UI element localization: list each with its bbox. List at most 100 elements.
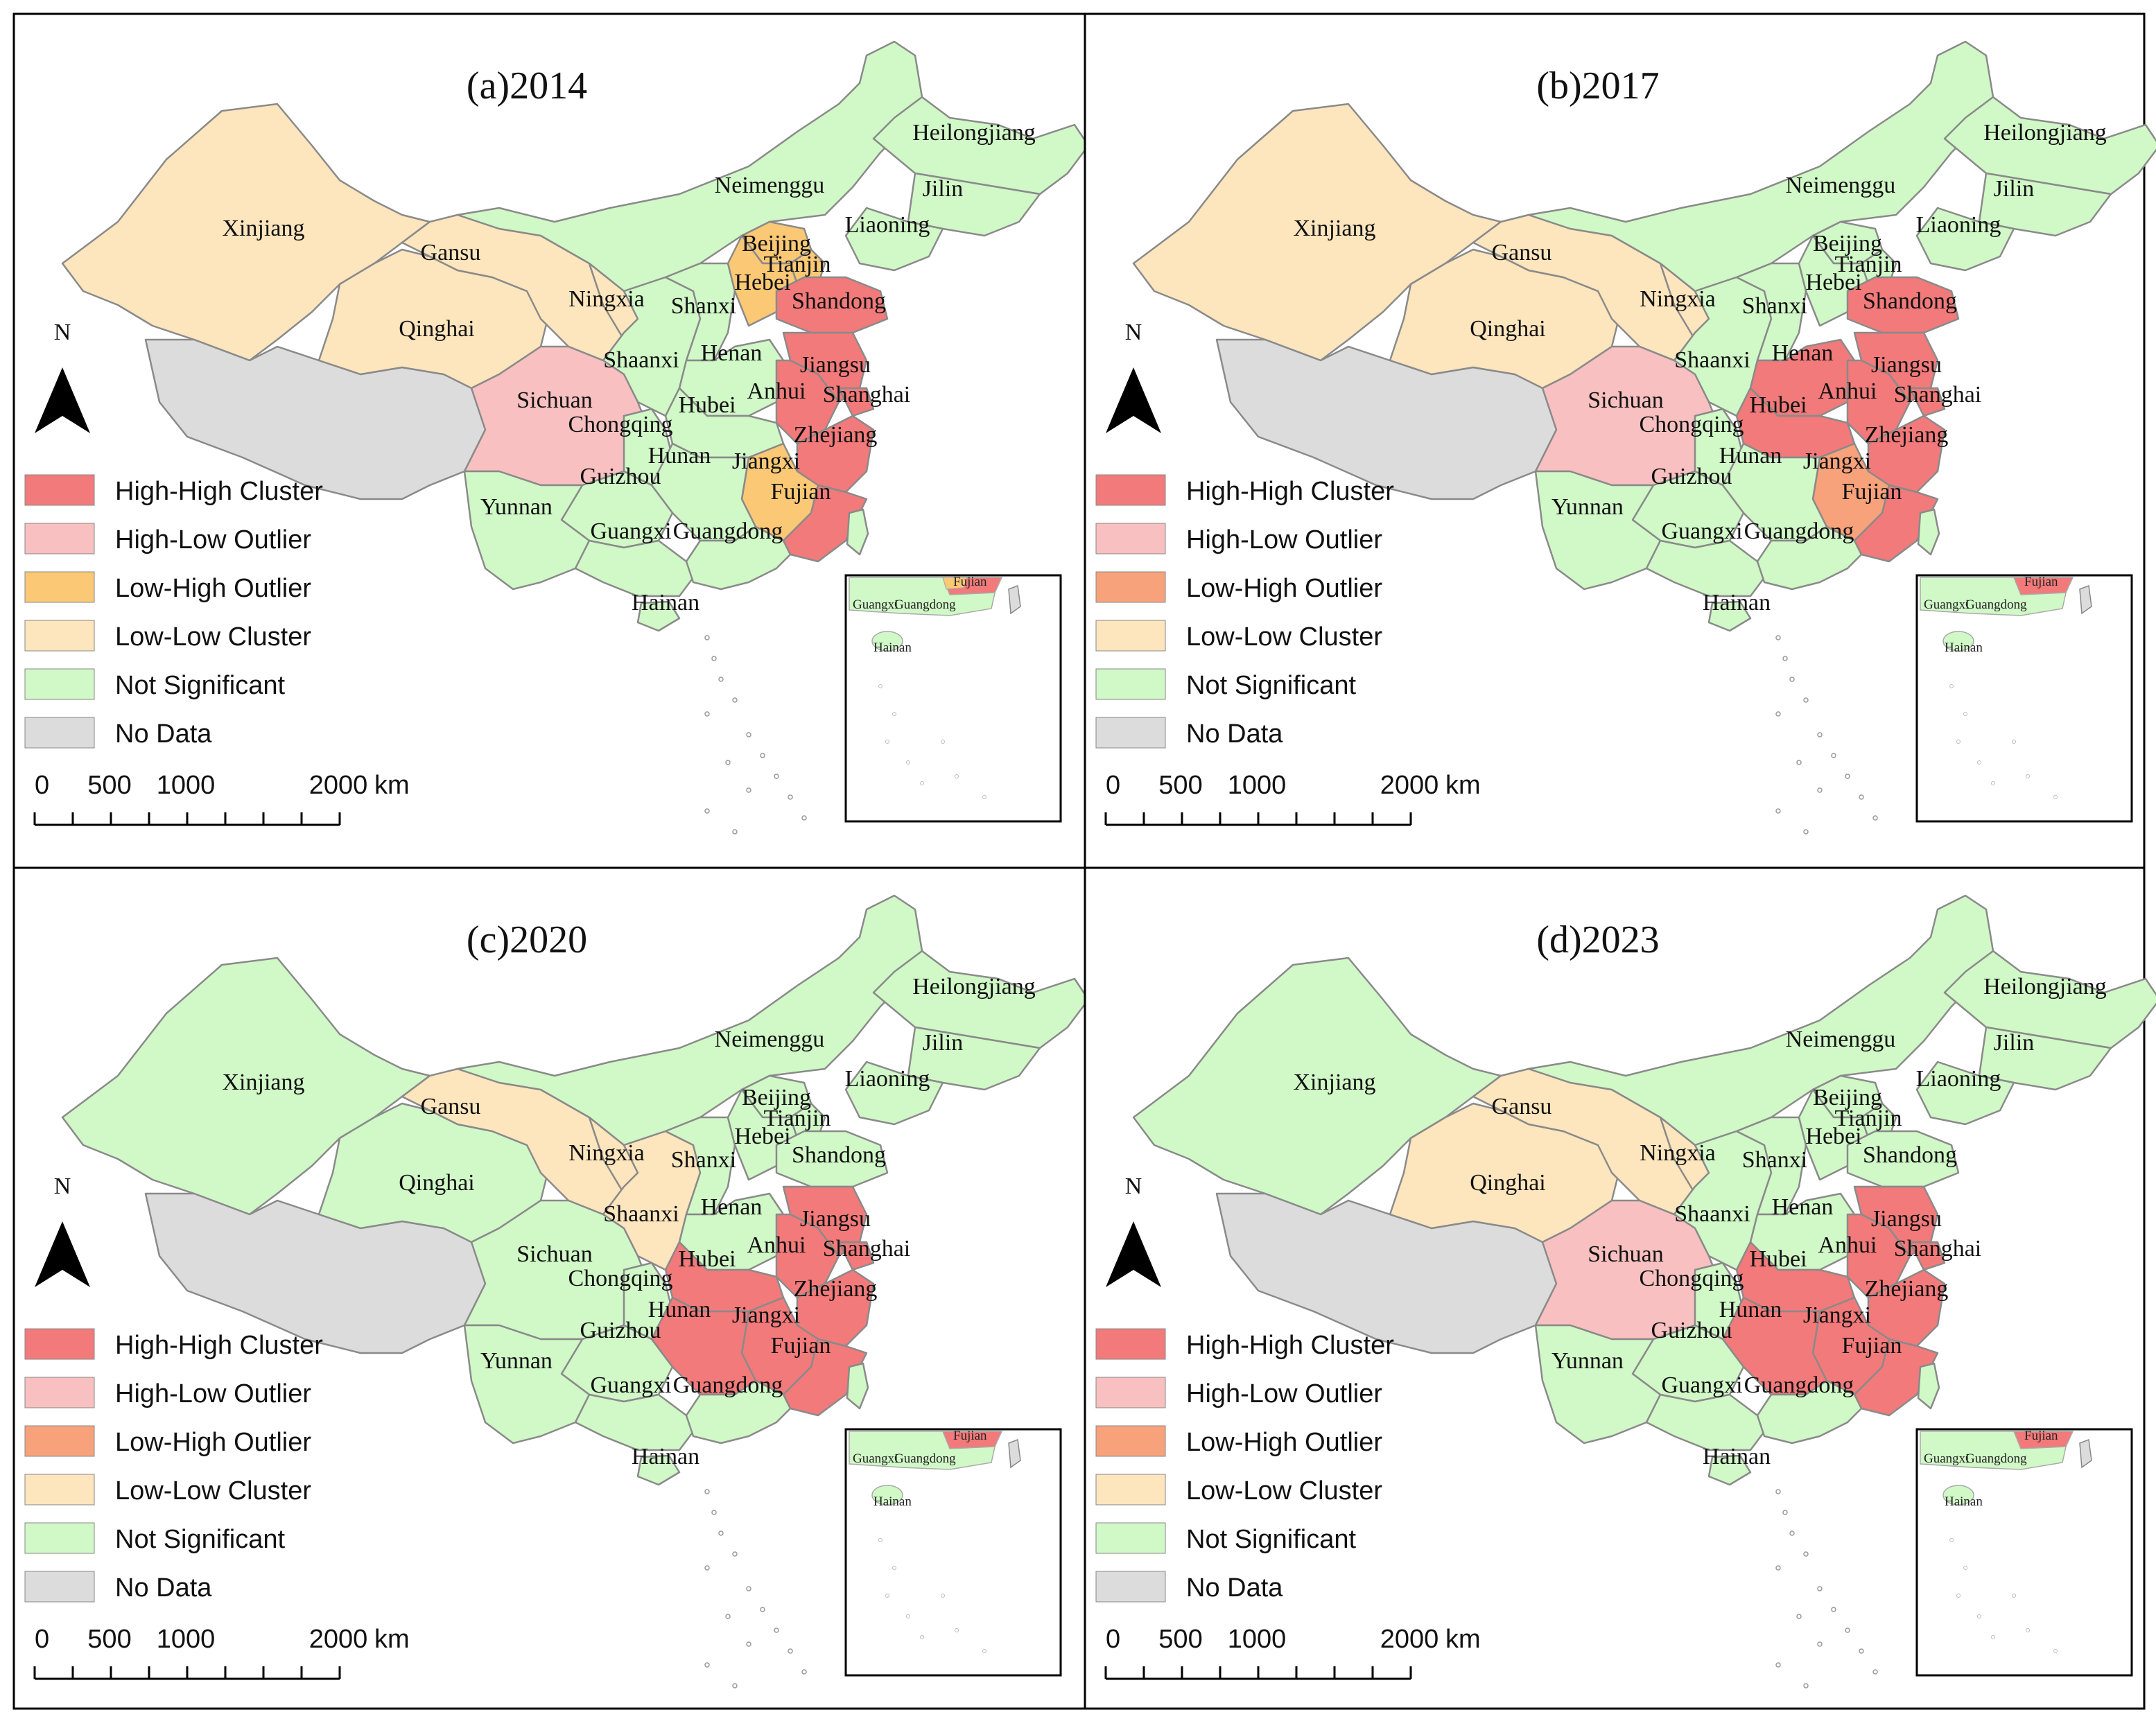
label-zhejiang: Zhejiang bbox=[794, 1276, 878, 1302]
label-zhejiang: Zhejiang bbox=[1865, 422, 1949, 448]
legend-swatch-low-low-cluster bbox=[24, 620, 95, 652]
label-henan: Henan bbox=[701, 340, 763, 366]
north-arrow-icon bbox=[35, 367, 90, 433]
inset-island-dot bbox=[2012, 740, 2016, 744]
label-fujian: Fujian bbox=[1842, 479, 1902, 505]
province-guangdong bbox=[1756, 1379, 1863, 1445]
label-guangdong: Guangdong bbox=[673, 1372, 783, 1398]
province-shandong bbox=[1846, 276, 1960, 334]
inset-island-dot bbox=[920, 1635, 924, 1639]
label-shanghai: Shanghai bbox=[823, 382, 911, 408]
legend-label-no-data: No Data bbox=[1186, 1573, 1283, 1603]
island-dot bbox=[1817, 732, 1823, 738]
island-dot bbox=[1831, 1607, 1836, 1612]
north-arrow-icon bbox=[35, 1221, 90, 1287]
inset-taiwan bbox=[2079, 584, 2092, 615]
province-taiwan bbox=[846, 1362, 869, 1410]
island-dot bbox=[1859, 794, 1864, 800]
scale-bar-label: 0 bbox=[35, 771, 49, 800]
north-label: N bbox=[1125, 1173, 1142, 1199]
province-taiwan bbox=[1917, 1362, 1940, 1410]
province-shandong bbox=[775, 276, 889, 334]
label-sichuan: Sichuan bbox=[1588, 1241, 1664, 1267]
label-tianjin: Tianjin bbox=[1834, 252, 1902, 277]
legend-swatch-high-low-outlier bbox=[1095, 523, 1166, 555]
province-liaoning bbox=[844, 207, 944, 272]
island-dot bbox=[788, 794, 793, 800]
label-heilongjiang: Heilongjiang bbox=[912, 974, 1036, 1000]
scale-bar-label: 500 bbox=[87, 1625, 131, 1654]
inset-island-dot bbox=[2026, 1628, 2030, 1632]
label-jiangxi: Jiangxi bbox=[732, 1302, 800, 1328]
province-liaoning bbox=[1915, 207, 2015, 272]
island-dot bbox=[760, 753, 765, 758]
legend-swatch-not-significant bbox=[24, 668, 95, 700]
island-dot bbox=[704, 635, 710, 640]
inset-hainan bbox=[871, 1485, 903, 1506]
scale-bar-label: 1000 bbox=[157, 1625, 216, 1654]
island-dot bbox=[725, 760, 731, 765]
scale-bar-label: 2000 bbox=[1380, 1625, 1439, 1654]
island-dot bbox=[711, 1510, 717, 1515]
panel-title: (b)2017 bbox=[1536, 64, 1659, 107]
scale-bar-label: 500 bbox=[87, 771, 131, 800]
inset-fujian bbox=[2012, 577, 2074, 595]
label-jiangsu: Jiangsu bbox=[800, 352, 871, 378]
label-hainan: Hainan bbox=[1703, 590, 1771, 616]
label-tianjin: Tianjin bbox=[1834, 1106, 1902, 1131]
label-henan: Henan bbox=[701, 1194, 763, 1220]
province-guangxi bbox=[1645, 539, 1773, 597]
legend-label-low-high-outlier: Low-High Outlier bbox=[115, 1428, 311, 1457]
label-yunnan: Yunnan bbox=[480, 494, 553, 520]
label-hebei: Hebei bbox=[1805, 270, 1861, 295]
legend-label-not-significant: Not Significant bbox=[1186, 671, 1356, 700]
inset-label-guangxi: Guangxi bbox=[1924, 597, 1969, 612]
inset-island-dot bbox=[1949, 1538, 1954, 1542]
legend-label-high-low-outlier: High-Low Outlier bbox=[1186, 1379, 1382, 1408]
inset-taiwan bbox=[1008, 584, 1021, 615]
province-hainan bbox=[1707, 1454, 1752, 1486]
label-shanxi: Shanxi bbox=[671, 293, 736, 319]
panel-d-2023: Xinjiang Gansu Qinghai Ningxia Neimenggu Heil… bbox=[1084, 866, 2156, 1710]
island-dot bbox=[1803, 829, 1809, 835]
label-chongqing: Chongqing bbox=[568, 412, 672, 437]
legend-swatch-low-low-cluster bbox=[24, 1474, 95, 1506]
label-fujian: Fujian bbox=[1842, 1333, 1902, 1359]
label-jiangxi: Jiangxi bbox=[1803, 1302, 1871, 1328]
scale-bar-label: 500 bbox=[1158, 771, 1202, 800]
island-dot bbox=[718, 1530, 724, 1536]
legend-label-high-high-cluster: High-High Cluster bbox=[1186, 477, 1394, 506]
legend-label-high-high-cluster: High-High Cluster bbox=[1186, 1331, 1394, 1360]
inset-taiwan bbox=[2079, 1438, 2092, 1469]
island-dot bbox=[1796, 760, 1802, 765]
island-dot bbox=[1803, 697, 1809, 703]
scale-bar-unit: km bbox=[374, 771, 410, 800]
province-shanghai bbox=[1909, 387, 1946, 417]
inset-island-dot bbox=[1963, 712, 1967, 716]
island-dot bbox=[1859, 1648, 1864, 1654]
label-chongqing: Chongqing bbox=[1639, 1266, 1744, 1291]
island-dot bbox=[711, 656, 717, 661]
label-hunan: Hunan bbox=[648, 443, 711, 469]
island-dot bbox=[760, 1607, 765, 1612]
label-sichuan: Sichuan bbox=[516, 1241, 593, 1267]
label-guangdong: Guangdong bbox=[1744, 1372, 1854, 1398]
legend-swatch-not-significant bbox=[1095, 668, 1166, 700]
inset-label-guangdong: Guangdong bbox=[1965, 597, 2027, 612]
inset-island-dot bbox=[1991, 781, 1995, 785]
label-shandong: Shandong bbox=[1863, 288, 1957, 314]
label-hainan: Hainan bbox=[632, 1444, 699, 1469]
inset-island-dot bbox=[878, 684, 883, 688]
inset-island-dot bbox=[982, 795, 986, 799]
label-gansu: Gansu bbox=[421, 240, 481, 265]
island-dot bbox=[1782, 656, 1788, 661]
inset-island-dot bbox=[906, 760, 910, 765]
label-guangxi: Guangxi bbox=[1661, 518, 1742, 544]
label-jiangsu: Jiangsu bbox=[1871, 352, 1942, 378]
legend-label-high-high-cluster: High-High Cluster bbox=[115, 477, 323, 506]
scale-bar-unit: km bbox=[1445, 771, 1481, 800]
island-dot bbox=[1845, 774, 1850, 779]
legend-label-not-significant: Not Significant bbox=[115, 671, 285, 700]
label-guizhou: Guizhou bbox=[580, 464, 661, 489]
legend-label-high-low-outlier: High-Low Outlier bbox=[115, 1379, 311, 1408]
